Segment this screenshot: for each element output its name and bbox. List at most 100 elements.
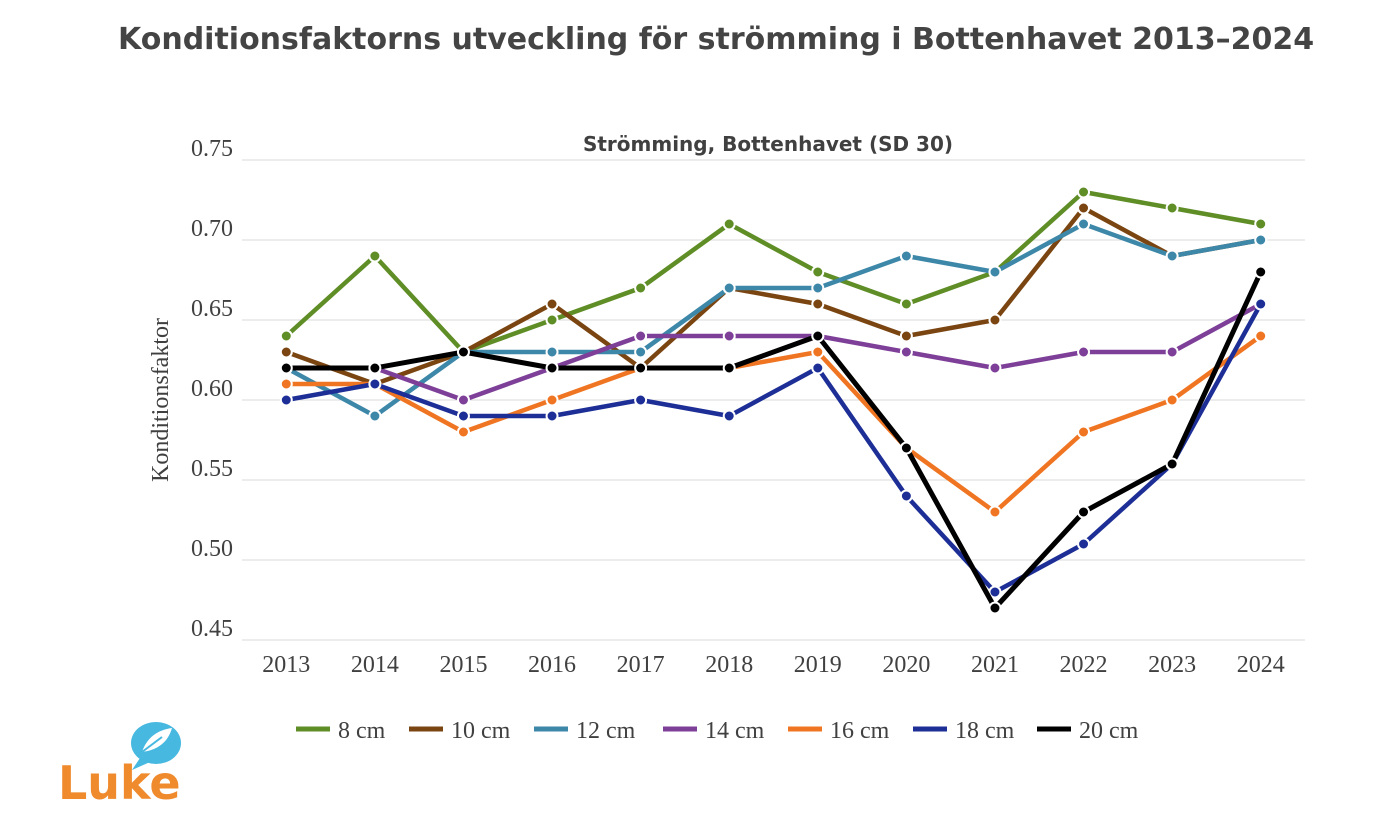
legend-label: 16 cm <box>830 718 890 744</box>
data-point <box>634 281 648 295</box>
legend-item: 18 cm <box>913 718 1015 744</box>
data-point <box>545 297 559 311</box>
y-tick-label: 0.50 <box>191 536 233 562</box>
series-8-cm <box>279 185 1268 359</box>
y-tick-label: 0.75 <box>191 136 233 162</box>
data-point <box>1077 537 1091 551</box>
x-tick-label: 2024 <box>1237 652 1285 678</box>
y-tick-label: 0.60 <box>191 376 233 402</box>
luke-logo: Luke <box>58 722 181 810</box>
data-point <box>988 313 1002 327</box>
data-point <box>634 329 648 343</box>
data-point <box>1077 185 1091 199</box>
leaf-speech-bubble-icon <box>131 722 181 770</box>
x-tick-label: 2015 <box>439 652 487 678</box>
data-point <box>1077 217 1091 231</box>
data-point <box>988 585 1002 599</box>
y-tick-label: 0.45 <box>191 616 233 642</box>
data-point <box>899 489 913 503</box>
data-point <box>456 425 470 439</box>
legend-label: 14 cm <box>705 718 765 744</box>
data-point <box>1077 505 1091 519</box>
data-point <box>1077 425 1091 439</box>
data-point <box>279 393 293 407</box>
y-tick-label: 0.65 <box>191 296 233 322</box>
data-point <box>899 297 913 311</box>
x-tick-label: 2021 <box>971 652 1019 678</box>
data-point <box>545 313 559 327</box>
data-point <box>1077 201 1091 215</box>
data-point <box>899 249 913 263</box>
data-point <box>811 361 825 375</box>
series-line <box>283 269 1264 611</box>
data-point <box>279 361 293 375</box>
data-point <box>722 409 736 423</box>
legend-item: 8 cm <box>296 718 386 744</box>
series-18-cm <box>279 297 1268 599</box>
legend-label: 10 cm <box>451 718 511 744</box>
data-point <box>456 393 470 407</box>
x-tick-label: 2017 <box>617 652 665 678</box>
data-point <box>988 361 1002 375</box>
data-point <box>988 505 1002 519</box>
series-line <box>284 205 1263 387</box>
series-line <box>284 221 1263 419</box>
y-tick-labels: 0.75 0.70 0.65 0.60 0.55 0.50 0.45 <box>191 136 233 642</box>
data-point <box>988 265 1002 279</box>
legend-label: 8 cm <box>338 718 386 744</box>
data-point <box>1165 249 1179 263</box>
legend-item: 14 cm <box>663 718 765 744</box>
legend-label: 12 cm <box>576 718 636 744</box>
series-line <box>284 301 1263 403</box>
data-point <box>811 297 825 311</box>
x-tick-label: 2020 <box>882 652 930 678</box>
series-line <box>284 333 1263 515</box>
y-tick-label: 0.55 <box>191 456 233 482</box>
legend-label: 20 cm <box>1079 718 1139 744</box>
series-20-cm <box>279 265 1268 615</box>
chart-title: Strömming, Bottenhavet (SD 30) <box>583 132 953 156</box>
data-point <box>1254 233 1268 247</box>
x-tick-label: 2023 <box>1148 652 1196 678</box>
data-point <box>899 329 913 343</box>
legend: 8 cm 10 cm 12 cm 14 cm 16 cm 18 cm 20 cm <box>296 718 1139 744</box>
legend-item: 20 cm <box>1037 718 1139 744</box>
data-point <box>456 409 470 423</box>
data-point <box>1077 345 1091 359</box>
data-point <box>545 345 559 359</box>
logo-text: Luke <box>58 756 181 810</box>
x-tick-label: 2019 <box>794 652 842 678</box>
page-title: Konditionsfaktorns utveckling för strömm… <box>118 22 1315 57</box>
data-point <box>634 393 648 407</box>
data-point <box>368 361 382 375</box>
data-point <box>634 361 648 375</box>
data-point <box>1254 217 1268 231</box>
data-point <box>1254 265 1268 279</box>
data-point <box>545 393 559 407</box>
legend-item: 10 cm <box>409 718 511 744</box>
data-point <box>1165 457 1179 471</box>
data-point <box>811 345 825 359</box>
x-tick-label: 2016 <box>528 652 576 678</box>
x-tick-label: 2013 <box>262 652 310 678</box>
x-tick-label: 2022 <box>1060 652 1108 678</box>
data-point <box>899 345 913 359</box>
legend-item: 12 cm <box>534 718 636 744</box>
data-point <box>811 281 825 295</box>
x-tick-label: 2018 <box>705 652 753 678</box>
data-point <box>368 249 382 263</box>
data-point <box>1165 393 1179 407</box>
data-point <box>1254 329 1268 343</box>
legend-label: 18 cm <box>955 718 1015 744</box>
data-point <box>1165 201 1179 215</box>
series-line <box>284 301 1263 595</box>
data-point <box>988 601 1002 615</box>
x-tick-label: 2014 <box>351 652 399 678</box>
data-point <box>811 265 825 279</box>
data-point <box>1165 345 1179 359</box>
data-point <box>811 329 825 343</box>
data-point <box>368 377 382 391</box>
data-point <box>722 361 736 375</box>
data-point <box>545 361 559 375</box>
